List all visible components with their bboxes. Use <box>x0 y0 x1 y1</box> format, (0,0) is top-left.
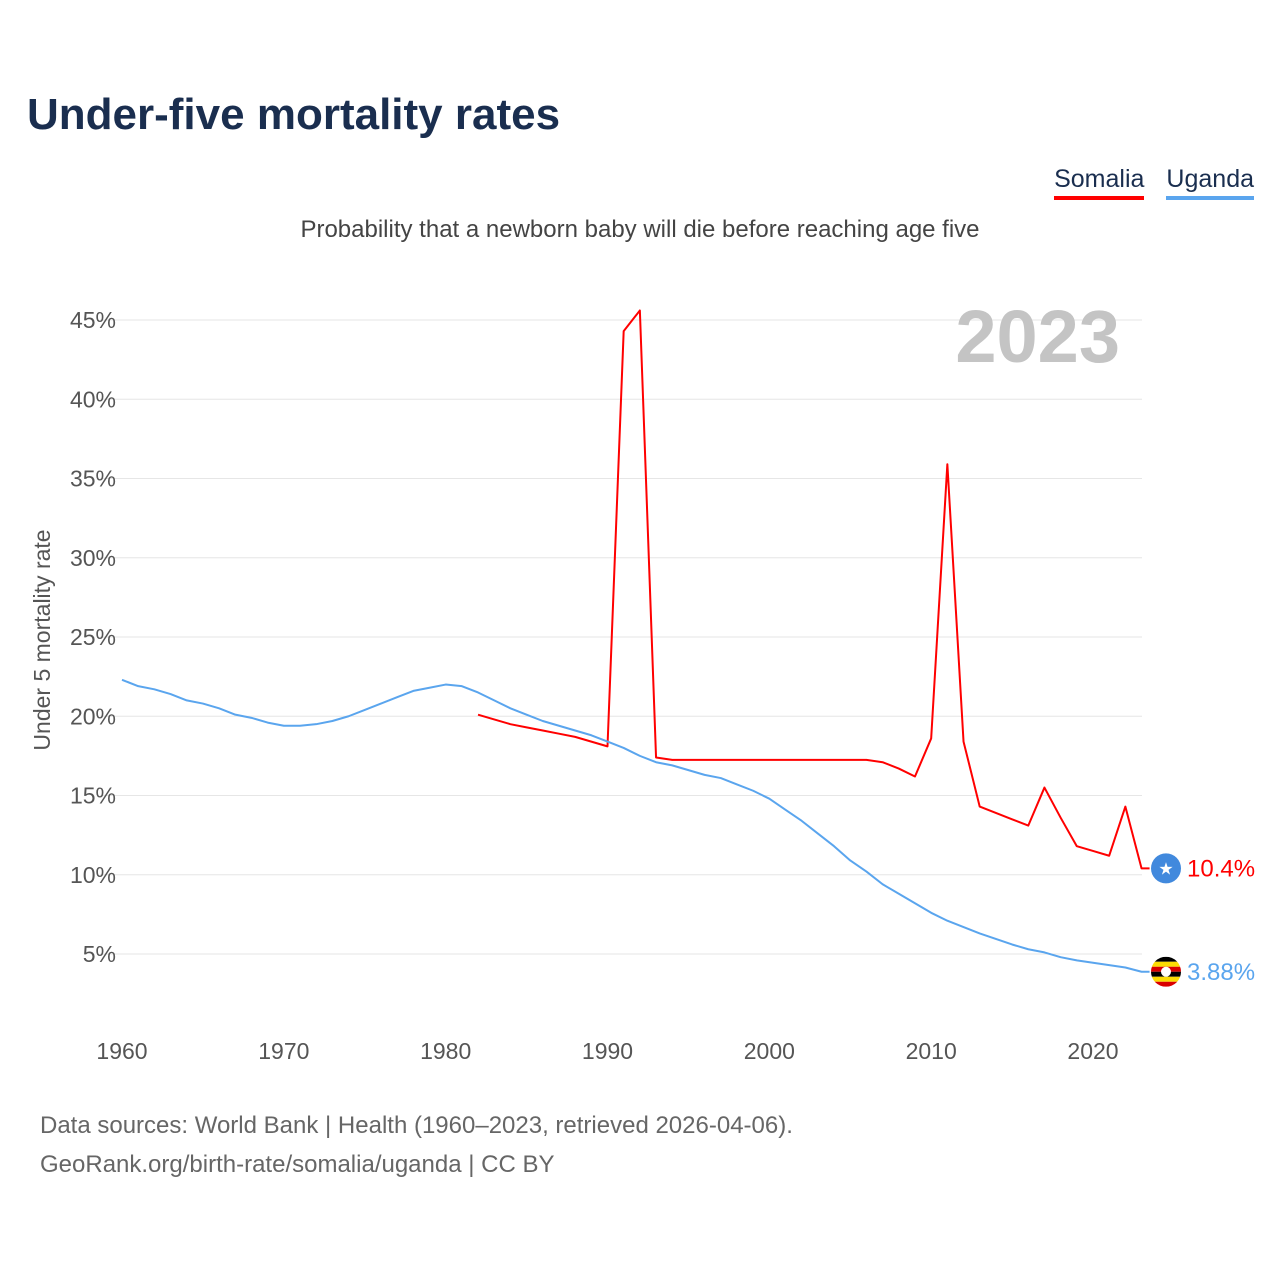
x-tick-label: 1980 <box>420 1038 471 1064</box>
legend-uganda[interactable]: Uganda <box>1166 165 1254 200</box>
legend-somalia[interactable]: Somalia <box>1054 165 1145 200</box>
y-tick-label: 20% <box>70 703 116 729</box>
y-tick-label: 15% <box>70 783 116 809</box>
y-tick-label: 35% <box>70 466 116 492</box>
y-tick-label: 5% <box>83 941 116 967</box>
x-tick-label: 1960 <box>96 1038 147 1064</box>
svg-text:★: ★ <box>1158 859 1173 878</box>
year-label: 2023 <box>955 295 1120 378</box>
footer: Data sources: World Bank | Health (1960–… <box>40 1106 793 1184</box>
x-tick-label: 1970 <box>258 1038 309 1064</box>
x-tick-label: 2020 <box>1067 1038 1118 1064</box>
y-tick-label: 25% <box>70 624 116 650</box>
x-tick-label: 2010 <box>906 1038 957 1064</box>
end-value-label: 3.88% <box>1187 959 1255 986</box>
y-tick-label: 10% <box>70 862 116 888</box>
series-line-uganda <box>121 678 1150 973</box>
source-link[interactable]: GeoRank.org/birth-rate/somalia/uganda | … <box>40 1151 555 1178</box>
y-tick-label: 40% <box>70 386 116 412</box>
y-tick-label: 45% <box>70 307 116 333</box>
series-line-somalia <box>477 309 1150 870</box>
x-tick-label: 1990 <box>582 1038 633 1064</box>
chart-title: Under-five mortality rates <box>27 90 561 139</box>
y-axis-label: Under 5 mortality rate <box>29 529 55 750</box>
end-value-label: 10.4% <box>1187 855 1255 882</box>
chart-subtitle: Probability that a newborn baby will die… <box>300 216 980 243</box>
uganda-flag-icon <box>1151 956 1181 987</box>
legend: Somalia Uganda <box>1054 165 1254 200</box>
somalia-flag-icon: ★ <box>1151 853 1181 884</box>
data-source: Data sources: World Bank | Health (1960–… <box>40 1112 793 1139</box>
x-tick-label: 2000 <box>744 1038 795 1064</box>
y-tick-label: 30% <box>70 545 116 571</box>
